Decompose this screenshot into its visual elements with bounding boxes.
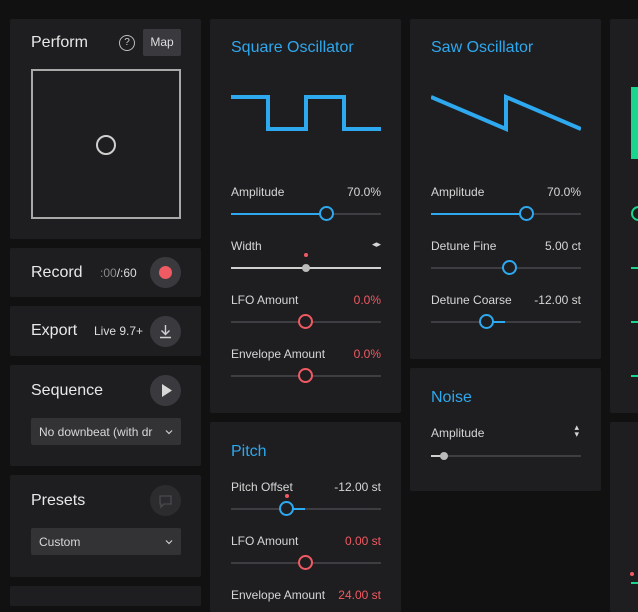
noise-amplitude-label: Amplitude (431, 426, 485, 440)
export-version: Live 9.7+ (94, 324, 144, 338)
pitch-lfo-value: 0.00 st (344, 534, 381, 548)
preset-select-value: Custom (39, 535, 81, 549)
downbeat-select[interactable]: No downbeat (with dr (31, 418, 181, 445)
square-amplitude-label: Amplitude (231, 185, 285, 199)
record-time-total: /:60 (116, 266, 137, 280)
play-button[interactable] (150, 375, 181, 406)
downbeat-select-value: No downbeat (with dr (39, 425, 153, 439)
xy-pad[interactable] (31, 69, 181, 219)
record-dot-icon (159, 266, 172, 279)
square-env-knob[interactable] (298, 368, 313, 383)
right-panel-envelope-shape (631, 87, 638, 159)
record-time: :00/:60 (100, 266, 137, 280)
square-lfo-knob[interactable] (298, 314, 313, 329)
square-width-knob[interactable] (302, 264, 310, 272)
help-icon[interactable]: ? (119, 35, 135, 51)
export-button[interactable] (150, 316, 181, 347)
saw-coarse-track[interactable] (431, 321, 581, 323)
download-icon (160, 325, 171, 339)
chevron-down-icon (165, 430, 173, 435)
play-icon (162, 384, 172, 397)
sequence-title: Sequence (31, 382, 104, 399)
chevron-down-icon (165, 540, 173, 545)
square-amplitude-fill (231, 213, 326, 215)
arrows-horizontal-icon[interactable]: ◂▸ (371, 239, 381, 249)
saw-fine-label: Detune Fine (431, 239, 497, 253)
saw-coarse-knob[interactable] (479, 314, 494, 329)
preset-comment-button[interactable] (150, 485, 181, 516)
square-amplitude-knob[interactable] (319, 206, 334, 221)
sequence-panel: Sequence No downbeat (with dr (10, 365, 201, 466)
export-panel: Export Live 9.7+ (10, 306, 201, 356)
record-panel: Record :00/:60 (10, 248, 201, 297)
right-panel-bottom-line (631, 582, 638, 584)
pitch-offset-mod-dot (285, 494, 289, 498)
pitch-env-label: Envelope Amount (231, 588, 326, 602)
saw-coarse-label: Detune Coarse (431, 293, 512, 307)
pitch-offset-label: Pitch Offset (231, 480, 293, 494)
xy-pad-cursor[interactable] (96, 135, 116, 155)
speech-bubble-icon (159, 495, 172, 509)
right-panel-line-1 (631, 267, 638, 269)
pitch-panel: Pitch Pitch Offset -12.00 st LFO Amount … (210, 422, 401, 612)
pitch-offset-knob[interactable] (279, 501, 294, 516)
pitch-title: Pitch (231, 443, 267, 460)
square-env-label: Envelope Amount (231, 347, 326, 361)
record-button[interactable] (150, 257, 181, 288)
saw-amplitude-label: Amplitude (431, 185, 485, 199)
saw-coarse-value: -12.00 st (534, 293, 581, 307)
perform-panel: Perform ? Map (10, 19, 201, 239)
square-wave-icon (231, 95, 381, 131)
right-panel-bottom-dot (630, 572, 634, 576)
saw-fine-knob[interactable] (502, 260, 517, 275)
noise-panel: Noise Amplitude ▴▾ (410, 368, 601, 491)
noise-amplitude-knob[interactable] (440, 452, 448, 460)
export-title: Export (31, 322, 78, 339)
square-width-label: Width (231, 239, 262, 253)
square-env-value: 0.0% (353, 347, 381, 361)
noise-title: Noise (431, 389, 472, 406)
saw-oscillator-panel: Saw Oscillator Amplitude 70.0% Detune Fi… (410, 19, 601, 359)
saw-fine-value: 5.00 ct (544, 239, 581, 253)
noise-amplitude-track[interactable] (431, 455, 581, 457)
saw-wave-icon (431, 93, 581, 133)
right-panel-line-2 (631, 321, 638, 323)
right-panel-knob[interactable] (631, 206, 638, 221)
square-oscillator-title: Square Oscillator (231, 39, 354, 56)
presets-title: Presets (31, 492, 86, 509)
record-time-elapsed: :00 (100, 266, 117, 280)
pitch-offset-track[interactable] (231, 508, 381, 510)
saw-amplitude-fill (431, 213, 526, 215)
saw-coarse-fill (487, 321, 505, 323)
square-amplitude-value: 70.0% (346, 185, 381, 199)
pitch-offset-fill (287, 508, 305, 510)
right-panel-bottom (610, 422, 638, 612)
square-lfo-label: LFO Amount (231, 293, 299, 307)
square-lfo-value: 0.0% (353, 293, 381, 307)
saw-oscillator-title: Saw Oscillator (431, 39, 534, 56)
preset-select[interactable]: Custom (31, 528, 181, 555)
presets-panel: Presets Custom (10, 475, 201, 577)
saw-amplitude-value: 70.0% (546, 185, 581, 199)
pitch-env-value: 24.00 st (338, 588, 381, 602)
bottom-left-panel (10, 586, 201, 606)
pitch-lfo-knob[interactable] (298, 555, 313, 570)
square-oscillator-panel: Square Oscillator Amplitude 70.0% Width … (210, 19, 401, 413)
arrows-vertical-icon[interactable]: ▴▾ (574, 422, 579, 439)
map-button[interactable]: Map (143, 29, 181, 56)
noise-amplitude-fill (431, 455, 443, 457)
saw-amplitude-knob[interactable] (519, 206, 534, 221)
pitch-lfo-label: LFO Amount (231, 534, 299, 548)
square-width-mod-dot (304, 253, 308, 257)
perform-title: Perform (31, 34, 88, 51)
record-title: Record (31, 264, 83, 281)
right-panel-line-3 (631, 375, 638, 377)
pitch-offset-value: -12.00 st (334, 480, 381, 494)
right-panel-top (610, 19, 638, 413)
